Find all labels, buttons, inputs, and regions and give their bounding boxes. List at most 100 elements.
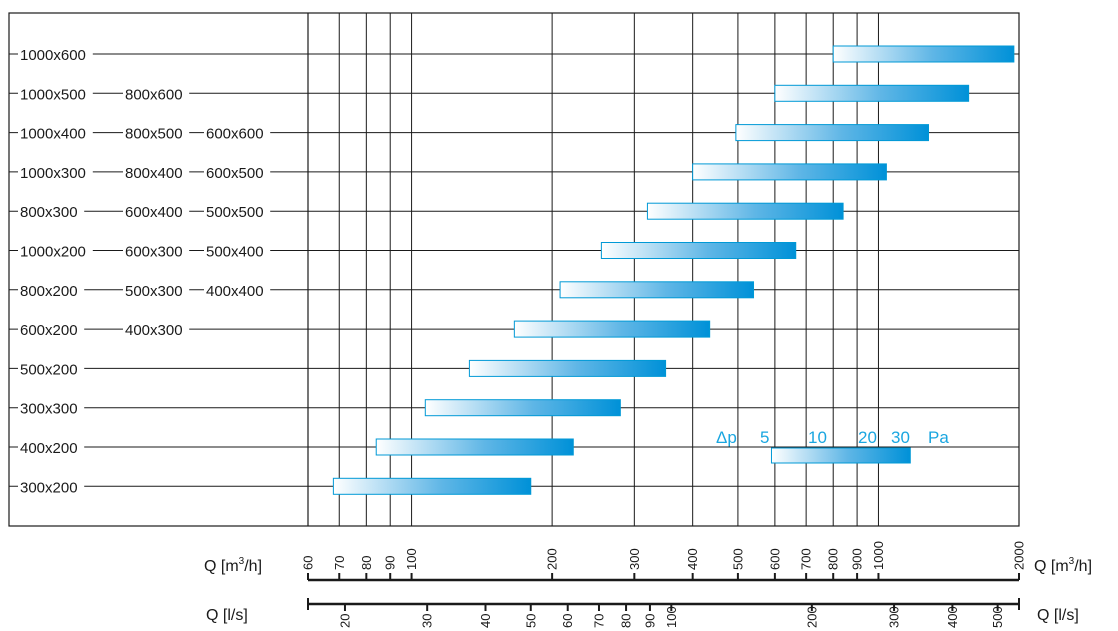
axis-m3h-tick-label: 500 bbox=[730, 548, 745, 570]
row-label-bg bbox=[123, 202, 190, 221]
axis-m3h-tick-label: 400 bbox=[685, 548, 700, 570]
axis-m3h-tick-label: 60 bbox=[301, 556, 316, 570]
row-label: 1000x200 bbox=[20, 244, 86, 261]
row-label-bg bbox=[123, 84, 190, 103]
axis-ls-tick-label: 30 bbox=[420, 614, 435, 628]
axis-m3h-tick-label: 80 bbox=[359, 556, 374, 570]
row-label-bg bbox=[123, 162, 190, 181]
row-label: 600x300 bbox=[125, 244, 183, 261]
row-label-bg bbox=[123, 241, 190, 260]
row-label-bg bbox=[18, 84, 93, 103]
row-label-bg bbox=[18, 45, 93, 63]
row-label: 300x200 bbox=[20, 479, 78, 496]
row-label-bg bbox=[18, 398, 85, 417]
axis-m3h-tick-label: 800 bbox=[826, 548, 841, 570]
axis-ls-label-left: Q [l/s] bbox=[206, 607, 248, 624]
flow-bar bbox=[646, 202, 844, 220]
row-label-bg bbox=[18, 438, 85, 456]
row-label-bg bbox=[123, 280, 190, 299]
axis-ls-tick-label: 500 bbox=[990, 606, 1005, 628]
legend-value: 5 bbox=[760, 428, 769, 447]
row-label-bg bbox=[18, 280, 85, 299]
flow-bar bbox=[600, 242, 797, 259]
flow-bar bbox=[375, 438, 574, 456]
axis-m3h-label-left: Q [m3/h] bbox=[204, 556, 262, 575]
flow-bar bbox=[468, 359, 667, 377]
row-label-bg bbox=[204, 162, 271, 181]
legend-bar bbox=[770, 447, 911, 464]
row-label: 1000x500 bbox=[20, 86, 86, 103]
row-label: 500x400 bbox=[206, 244, 264, 261]
flow-bar bbox=[832, 45, 1015, 63]
flow-bar bbox=[735, 124, 930, 142]
axis-m3h-label-right: Q [m3/h] bbox=[1034, 556, 1092, 575]
axis-ls-tick-label: 90 bbox=[642, 614, 657, 628]
row-label-bg bbox=[18, 202, 85, 221]
axis-ls-tick-label: 40 bbox=[478, 614, 493, 628]
row-label: 300x300 bbox=[20, 401, 78, 418]
row-label: 1000x400 bbox=[20, 126, 86, 143]
row-label: 800x300 bbox=[20, 204, 78, 221]
axis-m3h-tick-label: 1000 bbox=[871, 541, 886, 570]
row-label: 600x200 bbox=[20, 322, 78, 339]
axis-ls-tick-label: 400 bbox=[945, 606, 960, 628]
flow-bar bbox=[332, 477, 532, 495]
row-label-bg bbox=[123, 123, 190, 142]
axis-ls-tick-label: 200 bbox=[804, 606, 819, 628]
axis-m3h-tick-label: 2000 bbox=[1012, 541, 1027, 570]
flow-bar bbox=[559, 281, 755, 299]
axis-m3h-tick-label: 600 bbox=[767, 548, 782, 570]
row-label: 800x200 bbox=[20, 283, 78, 300]
row-label: 600x600 bbox=[206, 126, 264, 143]
axis-ls-label-right: Q [l/s] bbox=[1037, 607, 1079, 624]
row-label-bg bbox=[204, 280, 271, 299]
row-label-bg bbox=[18, 477, 85, 496]
axis-m3h-tick-label: 100 bbox=[404, 548, 419, 570]
row-label: 800x600 bbox=[125, 86, 183, 103]
axis-m3h-tick-label: 200 bbox=[545, 548, 560, 570]
axis-m3h-tick-label: 700 bbox=[799, 548, 814, 570]
row-label: 400x300 bbox=[125, 322, 183, 339]
row-label: 400x200 bbox=[20, 440, 78, 457]
legend-value: 10 bbox=[808, 428, 827, 447]
legend-unit: Pa bbox=[928, 428, 949, 447]
axis-m3h-tick-label: 300 bbox=[627, 548, 642, 570]
axis-ls-tick-label: 70 bbox=[591, 614, 606, 628]
row-label-bg bbox=[18, 320, 85, 339]
row-label-bg bbox=[18, 359, 85, 378]
row-label-bg bbox=[123, 320, 190, 339]
row-label: 1000x600 bbox=[20, 47, 86, 64]
axis-ls-tick-label: 80 bbox=[619, 614, 634, 628]
row-label: 600x500 bbox=[206, 165, 264, 182]
row-label: 800x400 bbox=[125, 165, 183, 182]
flow-bar bbox=[774, 84, 970, 102]
legend-value: 20 bbox=[858, 428, 877, 447]
axis-ls-tick-label: 50 bbox=[523, 614, 538, 628]
axis-m3h-tick-label: 70 bbox=[332, 556, 347, 570]
row-label: 500x500 bbox=[206, 204, 264, 221]
row-label-bg bbox=[204, 123, 271, 142]
row-label: 500x300 bbox=[125, 283, 183, 300]
axis-m3h-tick-label: 90 bbox=[383, 556, 398, 570]
row-label-bg bbox=[204, 241, 271, 260]
flow-bar bbox=[513, 320, 711, 338]
legend-value: 30 bbox=[891, 428, 910, 447]
row-label-bg bbox=[204, 202, 271, 221]
legend-label: Δp bbox=[716, 428, 737, 447]
row-label: 800x500 bbox=[125, 126, 183, 143]
plot-frame bbox=[8, 12, 1020, 527]
row-label-bg bbox=[18, 241, 93, 260]
row-label: 1000x300 bbox=[20, 165, 86, 182]
flow-bar bbox=[692, 163, 887, 181]
row-label: 400x400 bbox=[206, 283, 264, 300]
row-label-bg bbox=[18, 162, 93, 181]
row-label: 600x400 bbox=[125, 204, 183, 221]
axis-ls-tick-label: 100 bbox=[664, 606, 679, 628]
axis-ls-tick-label: 300 bbox=[887, 606, 902, 628]
axis-ls-tick-label: 20 bbox=[337, 614, 352, 628]
axis-m3h-tick-label: 900 bbox=[850, 548, 865, 570]
row-label: 500x200 bbox=[20, 361, 78, 378]
flow-bar bbox=[424, 399, 621, 417]
row-label-bg bbox=[18, 123, 93, 142]
